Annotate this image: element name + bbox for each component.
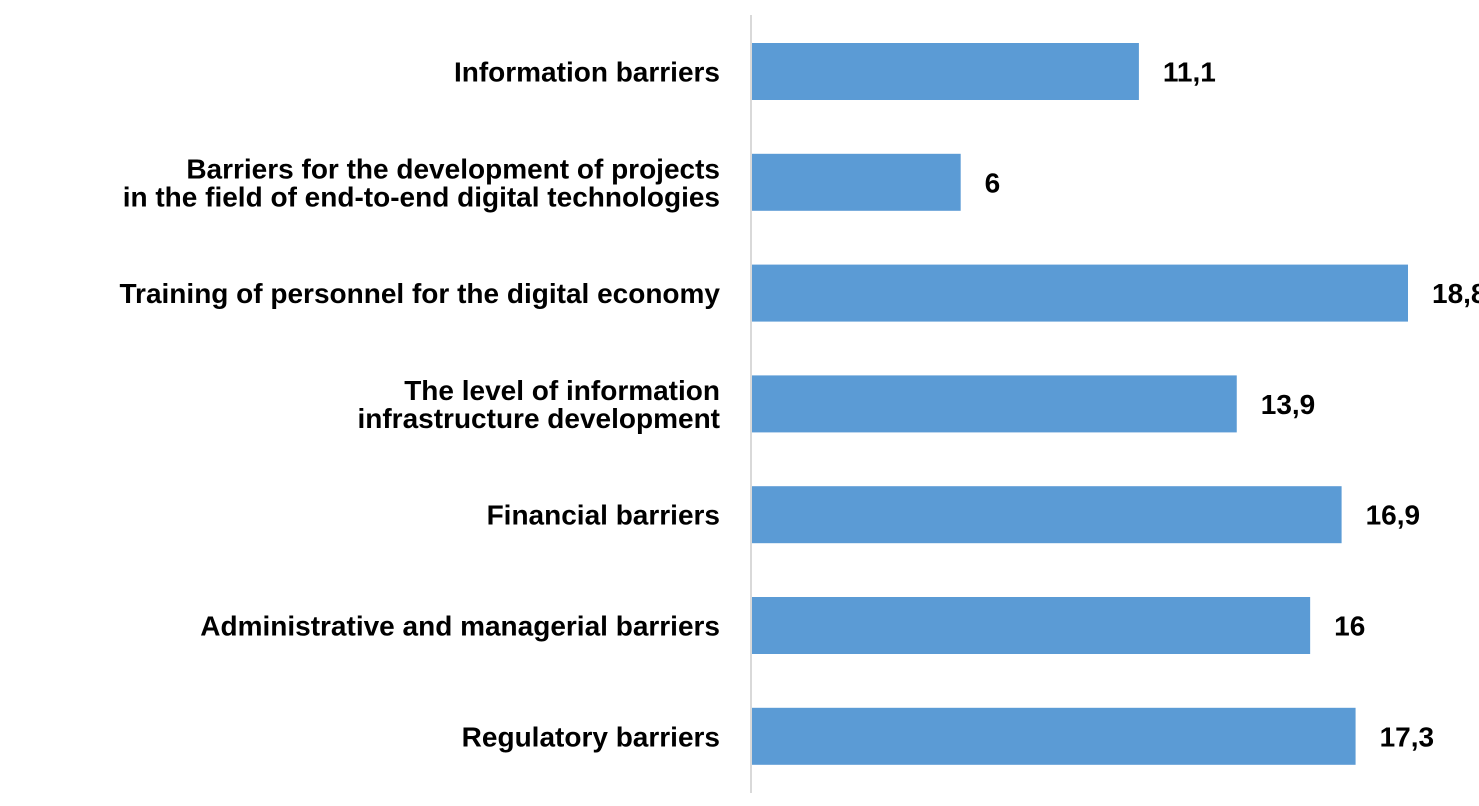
value-label: 6 <box>985 167 1001 198</box>
category-label: in the field of end-to-end digital techn… <box>123 181 720 212</box>
category-label: Financial barriers <box>487 500 720 531</box>
bar <box>751 707 1356 765</box>
value-label: 11,1 <box>1163 57 1216 88</box>
value-label: 16 <box>1334 611 1365 642</box>
category-label: The level of information <box>404 375 720 406</box>
bar <box>751 264 1408 322</box>
value-label: 13,9 <box>1261 389 1316 420</box>
category-label: Training of personnel for the digital ec… <box>120 278 721 309</box>
value-label: 17,3 <box>1380 721 1435 752</box>
category-label: Barriers for the development of projects <box>186 153 720 184</box>
bar <box>751 486 1342 544</box>
value-label: 18,8 <box>1432 278 1479 309</box>
bar <box>751 375 1237 433</box>
category-label: Information barriers <box>454 57 720 88</box>
bar <box>751 597 1311 654</box>
value-label: 16,9 <box>1366 500 1421 531</box>
category-label: Regulatory barriers <box>462 721 720 752</box>
bar <box>751 153 961 211</box>
category-label: infrastructure development <box>357 403 720 434</box>
bar <box>751 43 1139 100</box>
category-label: Administrative and managerial barriers <box>200 611 720 642</box>
